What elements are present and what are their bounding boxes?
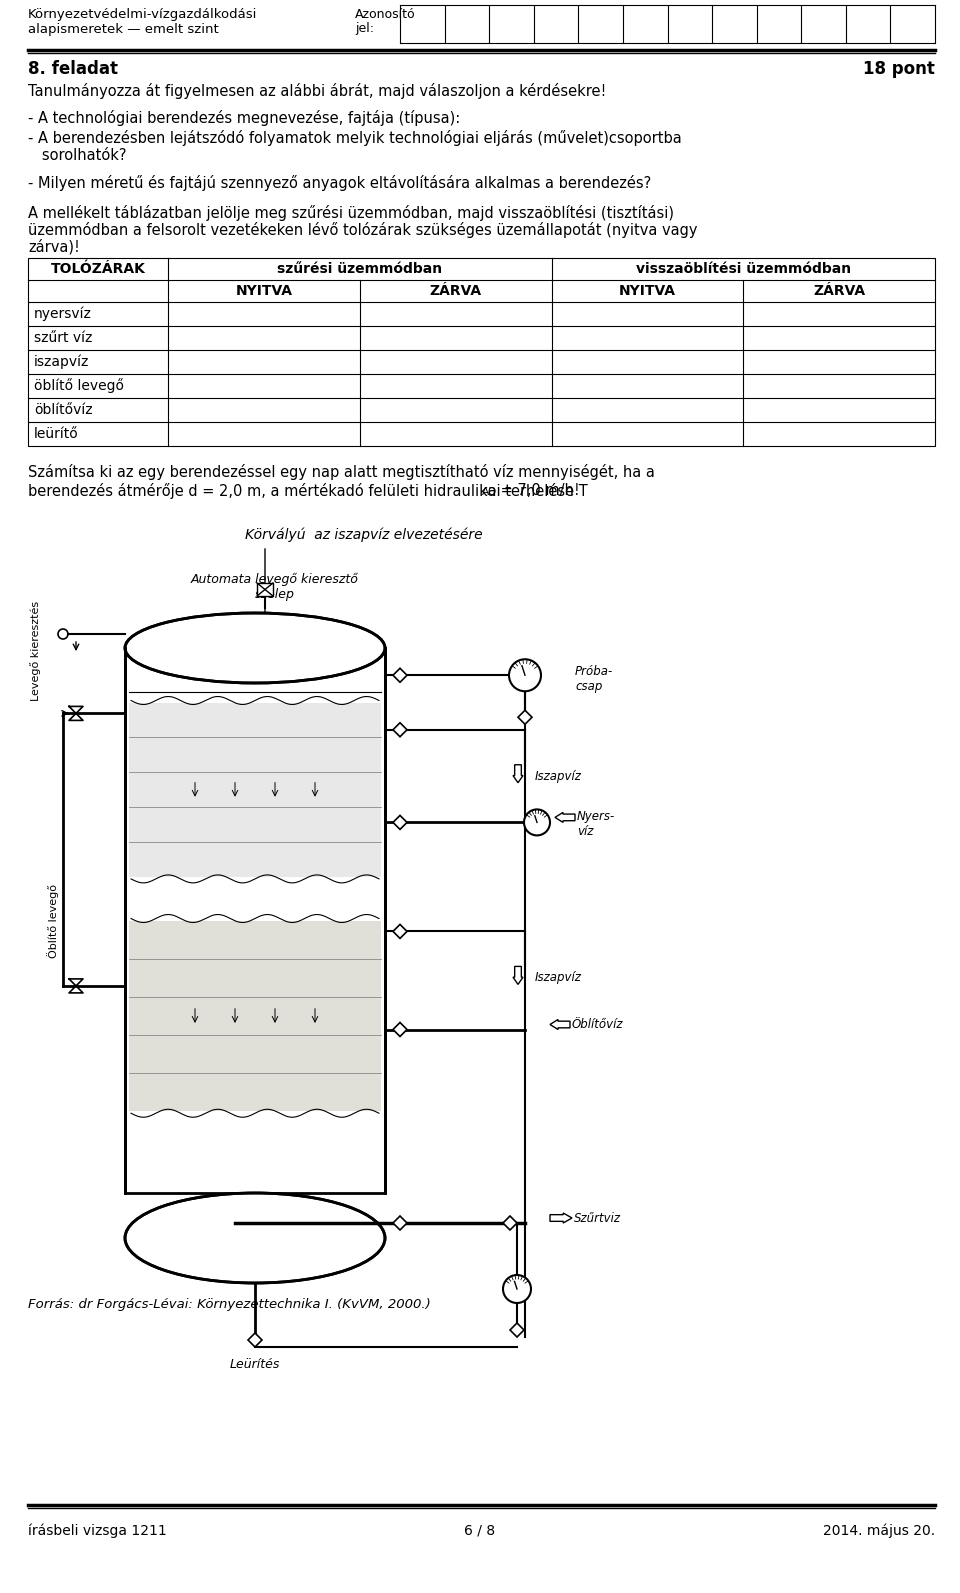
Text: 8. feladat: 8. feladat [28,61,118,78]
Polygon shape [513,967,523,984]
Text: Szűrtviz: Szűrtviz [574,1212,621,1225]
Text: zárva)!: zárva)! [28,239,80,255]
Text: Öblítő levegő: Öblítő levegő [47,884,59,957]
Text: - Milyen méretű és fajtájú szennyező anyagok eltávolítására alkalmas a berendezé: - Milyen méretű és fajtájú szennyező any… [28,175,651,191]
Text: Iszapvíz: Iszapvíz [535,769,582,782]
Text: írásbeli vizsga 1211: írásbeli vizsga 1211 [28,1523,167,1537]
Polygon shape [393,667,407,682]
Bar [257,583,273,596]
Polygon shape [393,924,407,938]
Text: nyersvíz: nyersvíz [34,307,92,322]
Text: visszaöblítési üzemmódban: visszaöblítési üzemmódban [636,261,851,276]
Text: Próba-: Próba- [575,666,613,679]
Text: Környezetvédelmi-vízgazdálkodási: Környezetvédelmi-vízgazdálkodási [28,8,257,21]
Text: Automata levegő kieresztő
szelep: Automata levegő kieresztő szelep [191,573,359,601]
Text: - A technológiai berendezés megnevezése, fajtája (típusa):: - A technológiai berendezés megnevezése,… [28,110,460,126]
Text: Számítsa ki az egy berendezéssel egy nap alatt megtisztítható víz mennyiségét, h: Számítsa ki az egy berendezéssel egy nap… [28,464,655,479]
Text: NYITVA: NYITVA [619,284,676,298]
Text: iszapvíz: iszapvíz [34,355,89,370]
Text: Öblítővíz: Öblítővíz [572,1018,623,1031]
Text: sorolhatók?: sorolhatók? [28,148,127,162]
Text: Azonosító: Azonosító [355,8,416,21]
Polygon shape [555,812,575,822]
Text: Leürítés: Leürítés [229,1357,280,1372]
Text: - A berendezésben lejátszódó folyamatok melyik technológiai eljárás (művelet)cso: - A berendezésben lejátszódó folyamatok … [28,131,682,147]
Ellipse shape [125,613,385,683]
Text: = 7,0 m/h!: = 7,0 m/h! [495,483,580,499]
Text: 2014. május 20.: 2014. május 20. [823,1523,935,1537]
Text: berendezés átmérője d = 2,0 m, a mértékadó felületi hidraulikai terhelése T: berendezés átmérője d = 2,0 m, a mértéka… [28,483,588,499]
Polygon shape [393,723,407,736]
Text: Tanulmányozza át figyelmesen az alábbi ábrát, majd válaszoljon a kérdésekre!: Tanulmányozza át figyelmesen az alábbi á… [28,83,607,99]
Bar [28,258,935,446]
Polygon shape [393,1215,407,1230]
Text: öblítő levegő: öblítő levegő [34,379,124,393]
Polygon shape [513,765,523,782]
Bar [129,703,381,876]
Text: üzemmódban a felsorolt vezetékeken lévő tolózárak szükséges üzemállapotát (nyitv: üzemmódban a felsorolt vezetékeken lévő … [28,221,698,237]
Text: Levegő kieresztés: Levegő kieresztés [31,601,41,701]
Polygon shape [393,1023,407,1037]
Text: öblítővíz: öblítővíz [34,403,92,417]
Text: A mellékelt táblázatban jelölje meg szűrési üzemmódban, majd visszaöblítési (tis: A mellékelt táblázatban jelölje meg szűr… [28,205,674,221]
Text: ZÁRVA: ZÁRVA [813,284,865,298]
Circle shape [503,1274,531,1303]
Text: jel:: jel: [355,22,374,35]
Polygon shape [518,710,532,725]
Text: Körvályú  az iszapvíz elvezetésére: Körvályú az iszapvíz elvezetésére [245,527,483,543]
Text: TOLÓZÁRAK: TOLÓZÁRAK [51,261,145,276]
Text: víz: víz [577,825,593,838]
Text: AQ: AQ [482,487,497,497]
Text: szűrt víz: szűrt víz [34,331,92,346]
Text: 6 / 8: 6 / 8 [465,1523,495,1537]
Circle shape [509,660,541,691]
Text: ZÁRVA: ZÁRVA [429,284,482,298]
Polygon shape [510,1324,524,1337]
Polygon shape [550,1212,572,1223]
Polygon shape [248,1333,262,1348]
Polygon shape [503,1215,517,1230]
Text: leürítő: leürítő [34,427,79,441]
Text: 18 pont: 18 pont [863,61,935,78]
Text: Nyers-: Nyers- [577,811,615,824]
Polygon shape [393,816,407,830]
Text: szűrési üzemmódban: szűrési üzemmódban [277,261,443,276]
Text: Iszapvíz: Iszapvíz [535,972,582,984]
Text: csap: csap [575,680,602,693]
Polygon shape [550,1020,570,1029]
Text: Forrás: dr Forgács-Lévai: Környezettechnika I. (KvVM, 2000.): Forrás: dr Forgács-Lévai: Környezettechn… [28,1298,431,1311]
Text: alapismeretek — emelt szint: alapismeretek — emelt szint [28,22,219,37]
Ellipse shape [125,1193,385,1282]
Text: NYITVA: NYITVA [235,284,293,298]
Bar [129,921,381,1112]
Circle shape [524,809,550,835]
Bar [125,648,385,1193]
